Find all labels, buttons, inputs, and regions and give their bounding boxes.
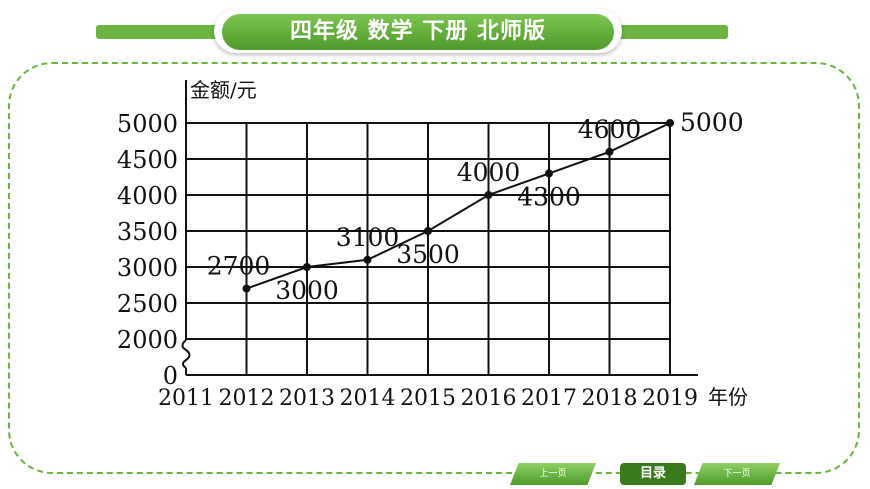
x-axis-label: 年份 [708, 385, 748, 409]
contents-button[interactable]: 目录 [620, 463, 686, 485]
content-frame [8, 62, 860, 474]
data-label: 4600 [578, 115, 642, 144]
data-label: 3500 [396, 240, 460, 269]
y-tick-label: 3500 [117, 218, 178, 246]
data-label: 4300 [517, 182, 581, 211]
data-point [605, 147, 614, 156]
data-point [484, 191, 493, 199]
data-label: 3000 [275, 276, 339, 305]
data-label: 4000 [457, 158, 521, 187]
data-label: 5000 [680, 108, 744, 137]
data-point [545, 169, 553, 178]
data-point [666, 119, 674, 127]
series-line [246, 122, 671, 290]
chart-series [242, 119, 674, 293]
data-point [303, 263, 311, 271]
x-tick-label: 2015 [400, 386, 456, 411]
x-tick-labels: 2011 2012 2013 2014 2015 2016 2017 2018 2019 [158, 386, 698, 411]
x-tick-label: 2013 [279, 386, 335, 411]
chart-grid [186, 122, 671, 375]
data-label: 2700 [207, 252, 271, 281]
y-tick-label: 4500 [117, 146, 178, 174]
x-tick-label: 2014 [340, 386, 396, 411]
y-tick-label: 0 [163, 362, 178, 390]
x-tick-label: 2012 [219, 386, 275, 411]
x-tick-label: 2019 [642, 386, 698, 411]
axis-break-mark [181, 339, 191, 369]
data-label: 3100 [336, 223, 400, 252]
y-tick-label: 2500 [117, 290, 178, 318]
data-point [424, 227, 432, 235]
y-axis-label: 金额/元 [190, 78, 257, 102]
x-tick-label: 2018 [582, 386, 638, 411]
y-tick-label: 2000 [117, 326, 178, 354]
y-tick-labels: 0 2000 2500 3000 3500 4000 4500 5000 [117, 110, 178, 390]
data-point [242, 284, 251, 293]
y-tick-label: 4000 [117, 182, 178, 210]
x-tick-label: 2011 [158, 386, 214, 411]
prev-page-button[interactable]: 上一页 [510, 463, 596, 485]
y-tick-label: 5000 [117, 110, 178, 138]
x-tick-label: 2017 [521, 386, 577, 411]
chart-axes [181, 80, 698, 376]
y-tick-label: 3000 [117, 254, 178, 282]
x-tick-label: 2016 [461, 386, 517, 411]
data-point [363, 255, 372, 264]
page-title: 四年级 数学 下册 北师版 [222, 14, 614, 50]
next-page-button[interactable]: 下一页 [694, 463, 780, 485]
